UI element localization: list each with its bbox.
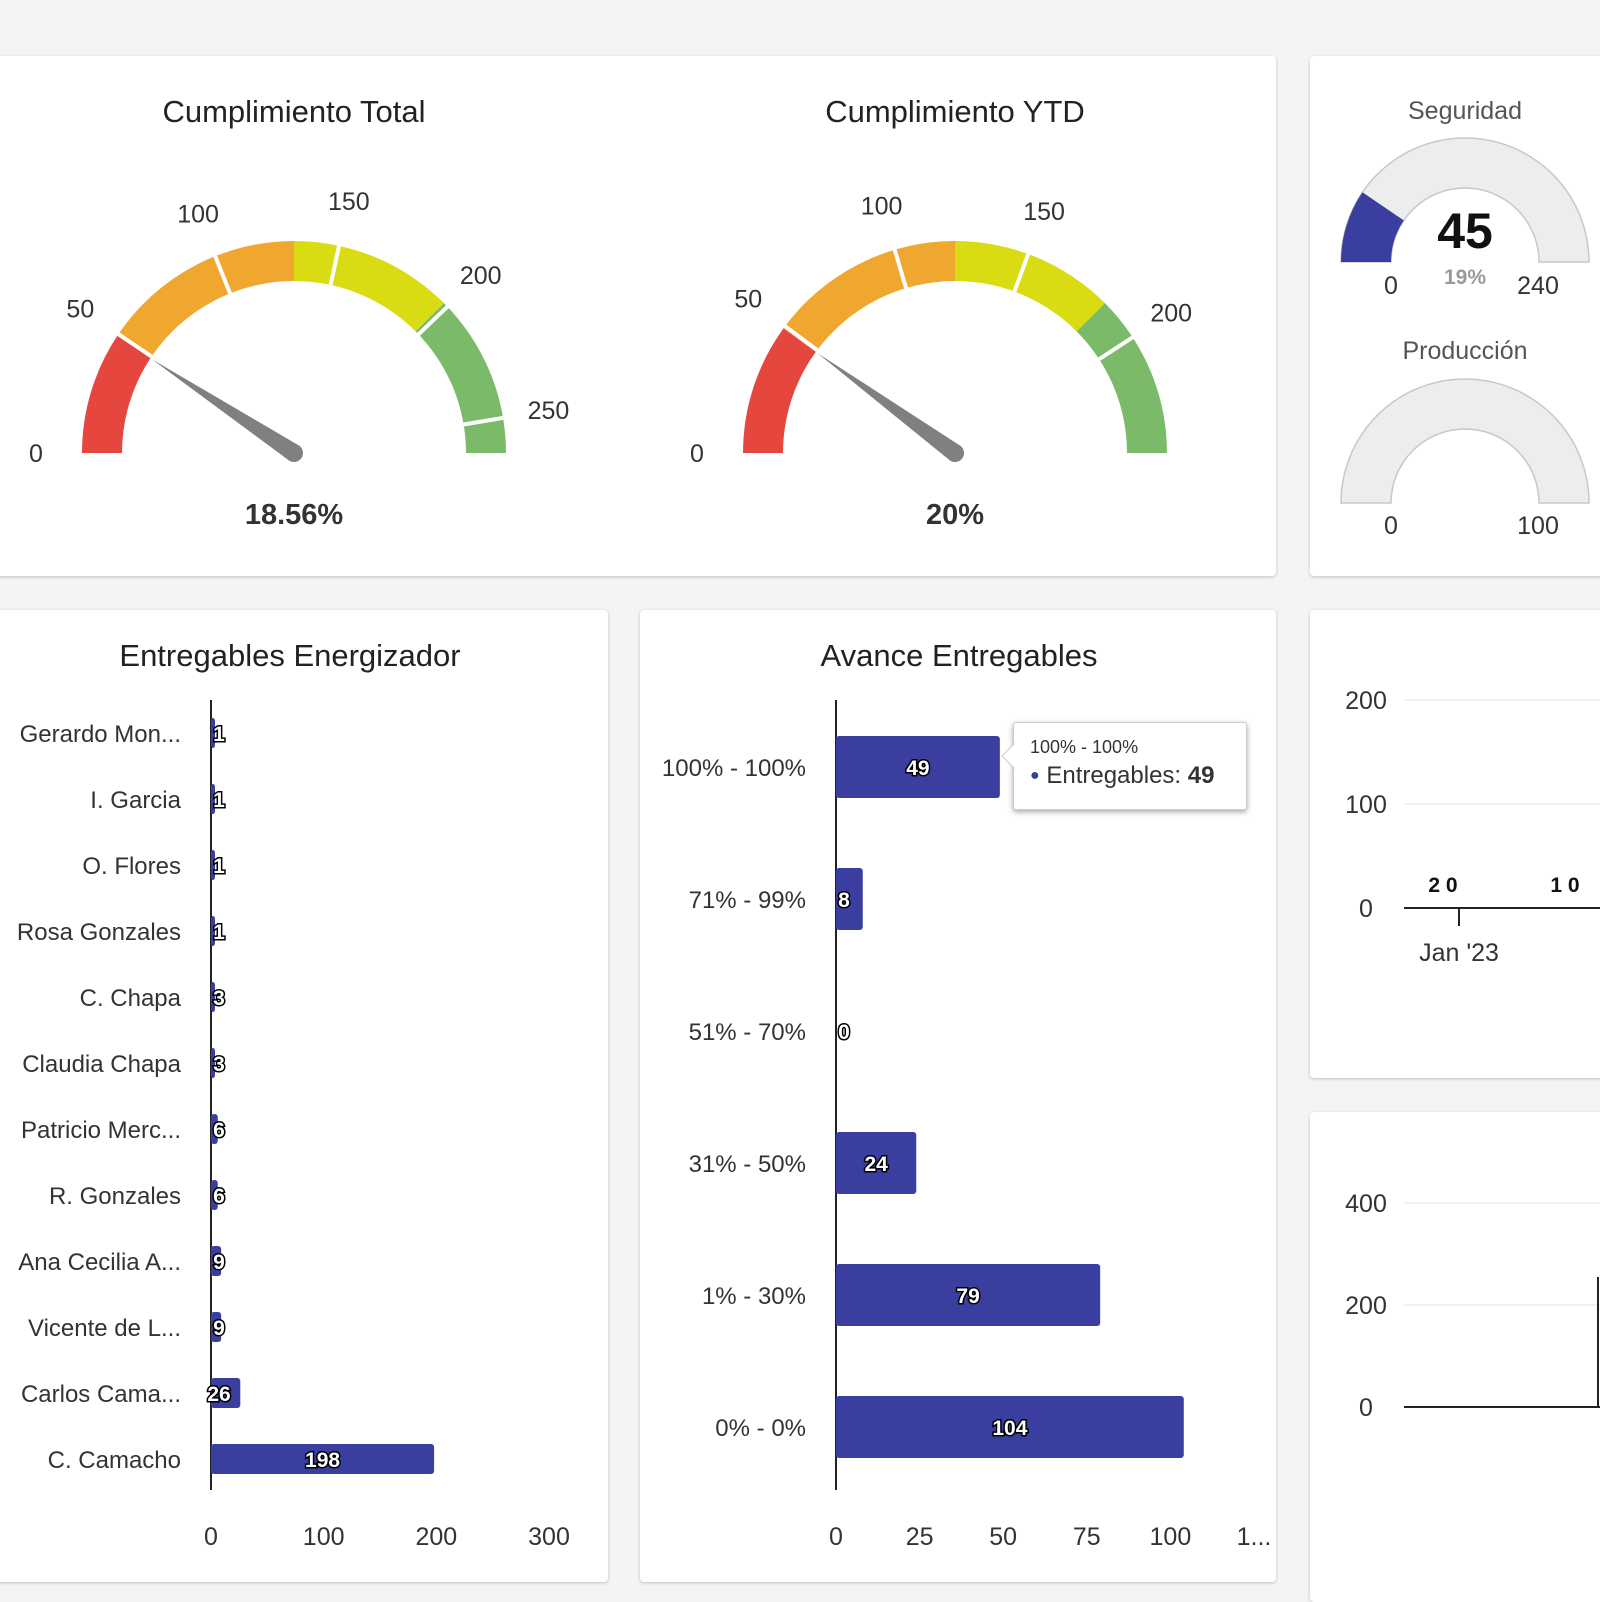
tooltip-value: 49: [1187, 762, 1215, 789]
entregables-energizador-card: [0, 610, 608, 1582]
gauges-card: [0, 56, 1276, 576]
line-chart-card-1: [1310, 610, 1600, 1078]
tooltip-pointer: [1001, 741, 1017, 771]
tooltip-row: ● Entregables: 49: [1030, 762, 1230, 790]
tooltip-series-name: Entregables:: [1046, 762, 1182, 789]
small-gauges-card: [1310, 56, 1600, 576]
line-chart-card-2: [1310, 1112, 1600, 1602]
tooltip-series-dot-icon: ●: [1030, 767, 1040, 784]
bar-tooltip: 100% - 100% ● Entregables: 49: [1001, 722, 1247, 810]
tooltip-header: 100% - 100%: [1030, 737, 1139, 757]
